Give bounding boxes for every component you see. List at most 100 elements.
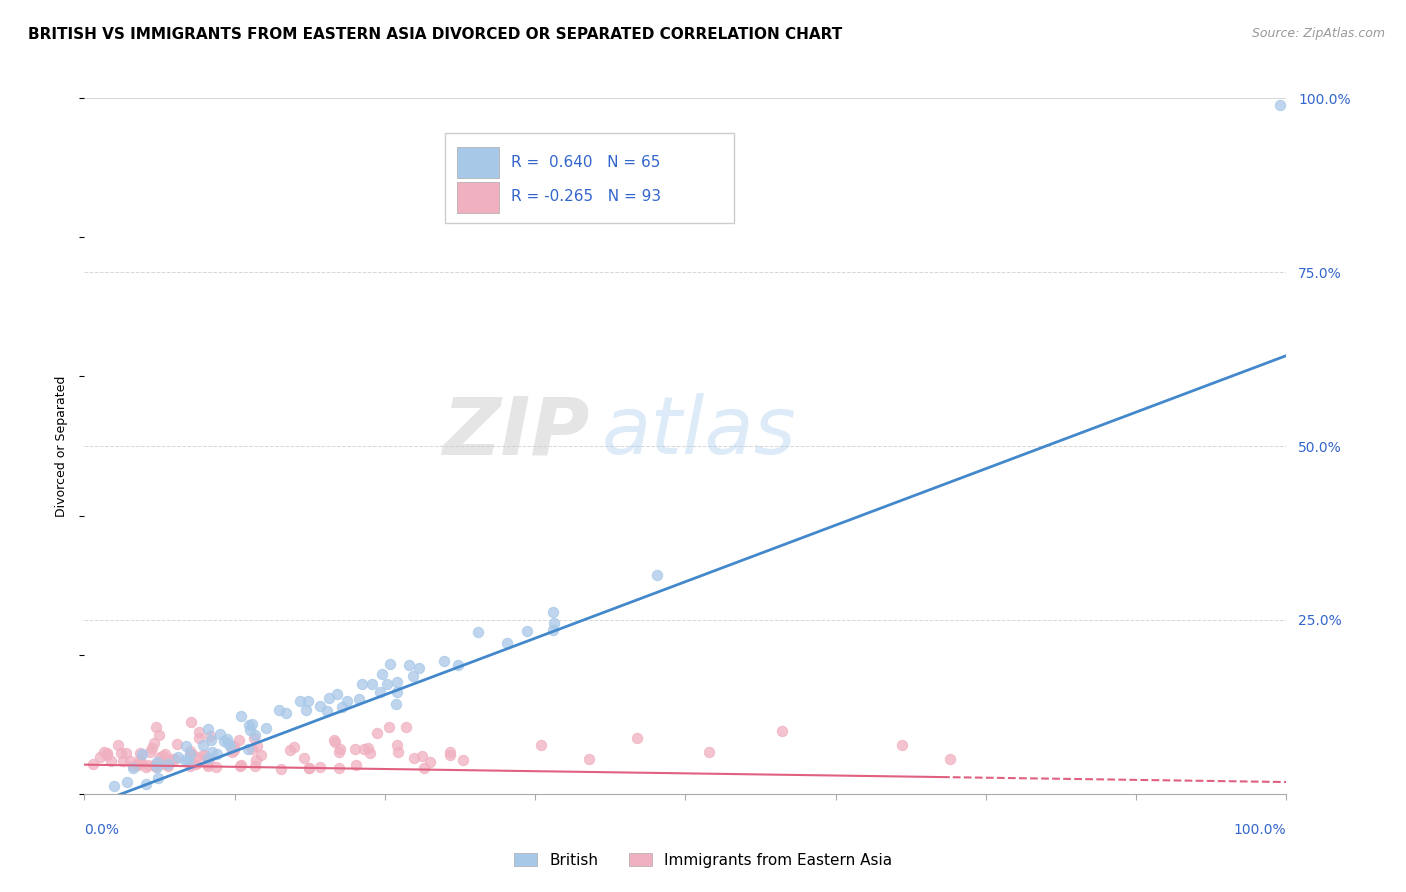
Point xyxy=(298,761,321,775)
Point xyxy=(240,742,263,756)
Point xyxy=(467,625,489,640)
FancyBboxPatch shape xyxy=(457,182,499,213)
Point xyxy=(543,623,565,637)
Point xyxy=(149,750,172,764)
Point xyxy=(329,741,352,756)
Point xyxy=(188,725,211,739)
Point xyxy=(453,753,475,767)
Point xyxy=(148,727,170,741)
Point xyxy=(221,745,243,759)
Point xyxy=(308,699,330,714)
Point xyxy=(145,720,167,734)
Point xyxy=(174,753,197,767)
Point xyxy=(361,677,384,691)
Point xyxy=(200,733,222,747)
Point xyxy=(145,760,167,774)
Point xyxy=(298,761,321,775)
Point xyxy=(395,721,418,735)
Point xyxy=(240,716,263,731)
Point xyxy=(270,763,292,777)
Point xyxy=(239,723,262,737)
Point xyxy=(131,756,153,770)
Point xyxy=(357,740,380,755)
Text: 0.0%: 0.0% xyxy=(84,823,120,837)
Point xyxy=(143,736,166,750)
Point xyxy=(166,750,188,764)
Point xyxy=(138,745,160,759)
Point xyxy=(411,748,433,763)
Point xyxy=(939,752,962,766)
Point xyxy=(174,739,197,753)
Text: ZIP: ZIP xyxy=(441,393,589,471)
Point xyxy=(326,687,349,701)
Point xyxy=(131,747,153,762)
Point xyxy=(179,747,201,761)
Point xyxy=(128,746,150,760)
Point xyxy=(238,717,260,731)
Point xyxy=(122,759,145,773)
Point xyxy=(770,724,793,739)
Point xyxy=(543,616,565,631)
Point xyxy=(325,735,347,749)
Point xyxy=(89,749,111,764)
Point xyxy=(135,759,157,773)
Point xyxy=(136,757,159,772)
Point xyxy=(129,751,152,765)
Point xyxy=(231,757,253,772)
Point xyxy=(197,759,219,773)
Point xyxy=(188,731,211,745)
Point xyxy=(197,752,219,766)
Point xyxy=(111,754,134,768)
Point xyxy=(197,751,219,765)
Point xyxy=(194,748,217,763)
Point xyxy=(447,658,470,673)
Point xyxy=(495,635,517,649)
Point xyxy=(408,661,430,675)
Point xyxy=(433,654,456,668)
Point xyxy=(318,691,340,706)
Point xyxy=(157,757,180,772)
Point xyxy=(398,658,420,673)
Point xyxy=(207,747,229,762)
Point xyxy=(127,757,149,772)
Point xyxy=(350,677,373,691)
Point xyxy=(385,697,408,711)
Point xyxy=(155,757,177,772)
Point xyxy=(145,756,167,771)
Point xyxy=(412,761,434,775)
Point xyxy=(100,755,122,769)
Point xyxy=(323,732,346,747)
Point xyxy=(180,747,202,762)
Point xyxy=(219,739,242,753)
Point xyxy=(82,756,104,771)
Point xyxy=(208,727,231,741)
Point xyxy=(228,732,250,747)
Point xyxy=(141,741,163,756)
Point xyxy=(195,757,218,772)
Point xyxy=(347,691,370,706)
Point xyxy=(205,759,228,773)
Point xyxy=(96,746,118,760)
Point xyxy=(387,745,409,759)
Point xyxy=(343,742,366,756)
Point xyxy=(184,749,207,764)
Point xyxy=(135,777,157,791)
Legend: British, Immigrants from Eastern Asia: British, Immigrants from Eastern Asia xyxy=(506,845,900,875)
Point xyxy=(578,752,600,766)
Point xyxy=(328,761,350,775)
Point xyxy=(245,753,267,767)
Point xyxy=(626,731,648,746)
Point xyxy=(309,760,332,774)
Point xyxy=(336,694,359,708)
Point xyxy=(246,739,269,753)
Point xyxy=(254,721,277,735)
Point xyxy=(295,703,318,717)
Point xyxy=(122,761,145,775)
Point xyxy=(380,657,402,671)
Point xyxy=(146,756,169,770)
Point xyxy=(292,751,315,765)
Point xyxy=(156,759,179,773)
Point xyxy=(245,759,267,773)
Point xyxy=(278,743,301,757)
Point xyxy=(193,739,215,753)
